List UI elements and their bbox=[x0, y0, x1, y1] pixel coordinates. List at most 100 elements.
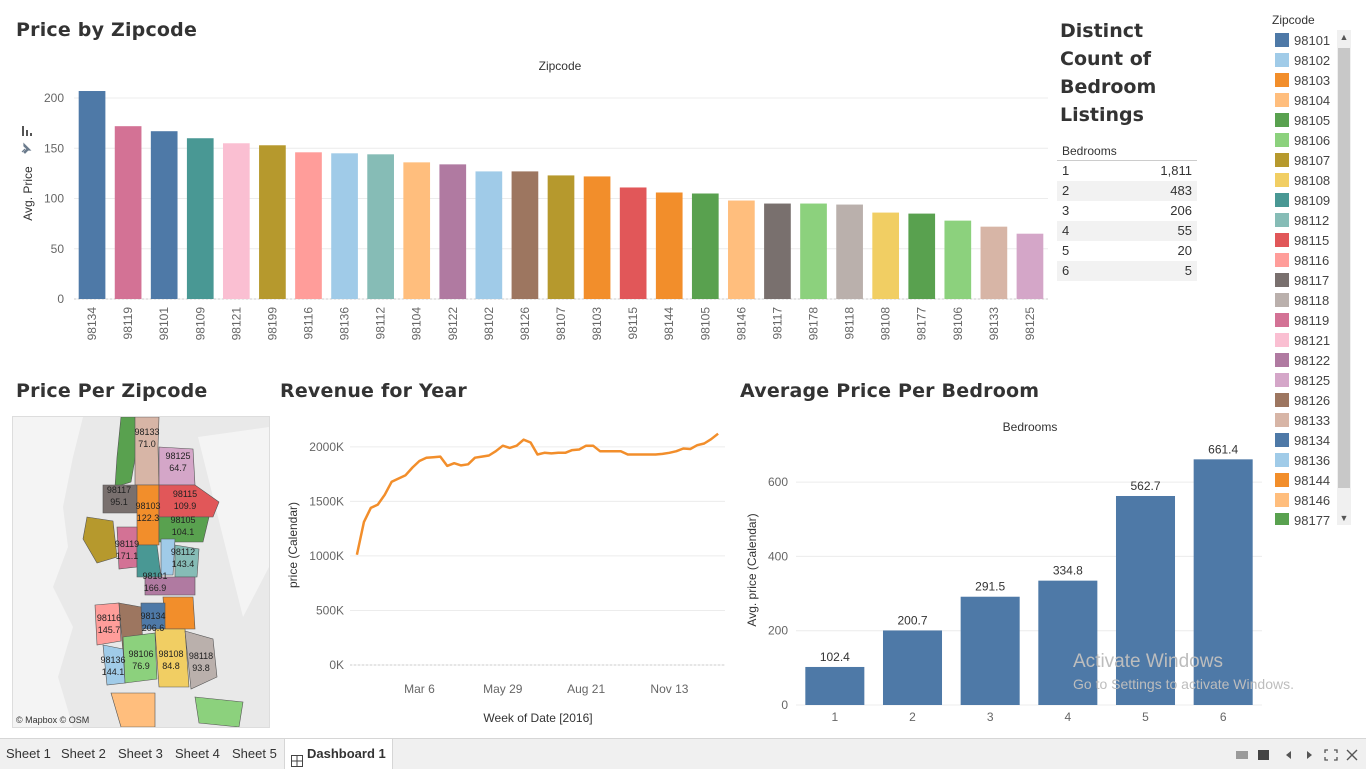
chart-header: Zipcode bbox=[539, 59, 582, 73]
scroll-down-icon[interactable]: ▼ bbox=[1339, 513, 1349, 523]
tab-sheet-2[interactable]: Sheet 2 bbox=[61, 746, 106, 761]
scroll-up-icon[interactable]: ▲ bbox=[1339, 32, 1349, 42]
bar bbox=[655, 192, 683, 299]
next-sheet-icon[interactable] bbox=[1302, 748, 1316, 760]
legend-item[interactable]: 98105 bbox=[1266, 110, 1356, 130]
legend-label: 98125 bbox=[1294, 372, 1331, 388]
sheet-tab-bar: Sheet 1 Sheet 2 Sheet 3 Sheet 4 Sheet 5 … bbox=[0, 738, 1366, 769]
legend-label: 98105 bbox=[1294, 112, 1331, 128]
tab-sheet-4[interactable]: Sheet 4 bbox=[175, 746, 220, 761]
legend-item[interactable]: 98115 bbox=[1266, 230, 1356, 250]
map-zip-label: 98136 bbox=[100, 655, 125, 665]
legend-title: Zipcode bbox=[1272, 13, 1315, 27]
sheet-sorter-icon[interactable] bbox=[1258, 748, 1272, 760]
legend-item[interactable]: 98126 bbox=[1266, 390, 1356, 410]
tab-sheet-3[interactable]: Sheet 3 bbox=[118, 746, 163, 761]
bar bbox=[728, 200, 755, 299]
legend-item[interactable]: 98116 bbox=[1266, 250, 1356, 270]
legend-swatch bbox=[1275, 433, 1289, 447]
y-tick-label: 1000K bbox=[309, 549, 344, 563]
bar bbox=[980, 226, 1008, 299]
bar bbox=[295, 152, 322, 299]
distinct-title-line: Listings bbox=[1060, 104, 1144, 126]
tab-dashboard-1[interactable]: Dashboard 1 bbox=[284, 739, 393, 769]
legend-item[interactable]: 98106 bbox=[1266, 130, 1356, 150]
x-tick-label: 98119 bbox=[121, 307, 135, 340]
table-row[interactable]: 1 1,811 bbox=[1057, 161, 1197, 181]
price-by-zipcode-chart[interactable]: Zipcode 0 50 100 150 200 Avg. Price 98134 98119 9… bbox=[0, 50, 1055, 360]
bar bbox=[619, 187, 647, 299]
legend-item[interactable]: 98103 bbox=[1266, 70, 1356, 90]
data-label: 291.5 bbox=[975, 580, 1005, 594]
map-value-label: 109.9 bbox=[174, 501, 197, 511]
legend-item[interactable]: 98112 bbox=[1266, 210, 1356, 230]
legend-swatch bbox=[1275, 33, 1289, 47]
legend-item[interactable]: 98102 bbox=[1266, 50, 1356, 70]
table-row[interactable]: 3 206 bbox=[1057, 201, 1197, 221]
tab-sheet-1[interactable]: Sheet 1 bbox=[6, 746, 51, 761]
legend-swatch bbox=[1275, 93, 1289, 107]
avg-price-per-bedroom-chart[interactable]: Bedrooms 0 200 400 600 Avg. price (Calendar) 1… bbox=[740, 405, 1270, 730]
prev-sheet-icon[interactable] bbox=[1282, 748, 1296, 760]
legend-item[interactable]: 98136 bbox=[1266, 450, 1356, 470]
table-row[interactable]: 5 20 bbox=[1057, 241, 1197, 261]
map-value-label: 71.0 bbox=[138, 439, 156, 449]
legend-item[interactable]: 98109 bbox=[1266, 190, 1356, 210]
legend-item[interactable]: 98118 bbox=[1266, 290, 1356, 310]
bar bbox=[872, 212, 900, 299]
scroll-thumb[interactable] bbox=[1338, 48, 1350, 488]
legend-item[interactable]: 98121 bbox=[1266, 330, 1356, 350]
legend-swatch bbox=[1275, 153, 1289, 167]
map-value-label: 145.7 bbox=[98, 625, 121, 635]
legend-item[interactable]: 98117 bbox=[1266, 270, 1356, 290]
legend-swatch bbox=[1275, 253, 1289, 267]
tab-sheet-5[interactable]: Sheet 5 bbox=[232, 746, 277, 761]
map-zip-label: 98119 bbox=[115, 539, 139, 549]
legend-item[interactable]: 98146 bbox=[1266, 490, 1356, 510]
legend-item[interactable]: 98119 bbox=[1266, 310, 1356, 330]
filmstrip-icon[interactable] bbox=[1236, 748, 1250, 760]
x-tick-label: Mar 6 bbox=[404, 682, 435, 696]
bar bbox=[475, 171, 503, 299]
x-tick-label: 98115 bbox=[626, 307, 640, 340]
legend-item[interactable]: 98177 bbox=[1266, 510, 1356, 525]
pin-icon[interactable] bbox=[19, 141, 33, 155]
zipcode-legend[interactable]: Zipcode 98101 98102 98103 98104 98105 98106 98… bbox=[1266, 10, 1356, 525]
y-axis-title: Avg. Price bbox=[21, 166, 35, 221]
legend-swatch bbox=[1275, 73, 1289, 87]
legend-item[interactable]: 98144 bbox=[1266, 470, 1356, 490]
row-label: 4 bbox=[1062, 223, 1070, 238]
legend-swatch bbox=[1275, 453, 1289, 467]
sort-icon[interactable] bbox=[20, 124, 34, 136]
close-pane-icon[interactable] bbox=[1345, 748, 1359, 761]
revenue-line bbox=[355, 432, 719, 556]
legend-item[interactable]: 98104 bbox=[1266, 90, 1356, 110]
map-value-label: 171.1 bbox=[116, 551, 139, 561]
legend-scrollbar[interactable]: ▲ ▼ bbox=[1337, 30, 1351, 525]
fullscreen-icon[interactable] bbox=[1324, 748, 1338, 761]
map-value-label: 93.8 bbox=[192, 663, 210, 673]
legend-item[interactable]: 98134 bbox=[1266, 430, 1356, 450]
legend-item[interactable]: 98125 bbox=[1266, 370, 1356, 390]
bar bbox=[1193, 459, 1253, 705]
table-row[interactable]: 2 483 bbox=[1057, 181, 1197, 201]
table-row[interactable]: 4 55 bbox=[1057, 221, 1197, 241]
bar bbox=[882, 630, 943, 705]
legend-swatch bbox=[1275, 333, 1289, 347]
legend-swatch bbox=[1275, 233, 1289, 247]
bar bbox=[800, 203, 827, 299]
data-label: 334.8 bbox=[1053, 564, 1083, 578]
legend-label: 98103 bbox=[1294, 72, 1331, 88]
legend-item[interactable]: 98133 bbox=[1266, 410, 1356, 430]
revenue-line-chart[interactable]: 0K 500K 1000K 1500K 2000K Mar 6 May 29 Aug 21 No… bbox=[280, 405, 730, 730]
bar bbox=[259, 145, 286, 299]
legend-item[interactable]: 98101 bbox=[1266, 30, 1356, 50]
legend-item[interactable]: 98107 bbox=[1266, 150, 1356, 170]
x-tick-label: 98126 bbox=[518, 307, 532, 341]
x-tick-label: 1 bbox=[831, 710, 838, 724]
legend-label: 98115 bbox=[1294, 232, 1330, 248]
legend-item[interactable]: 98108 bbox=[1266, 170, 1356, 190]
zipcode-map[interactable]: 98133 71.0 98125 64.7 98117 95.1 98115 109.9 981… bbox=[12, 416, 270, 728]
legend-item[interactable]: 98122 bbox=[1266, 350, 1356, 370]
